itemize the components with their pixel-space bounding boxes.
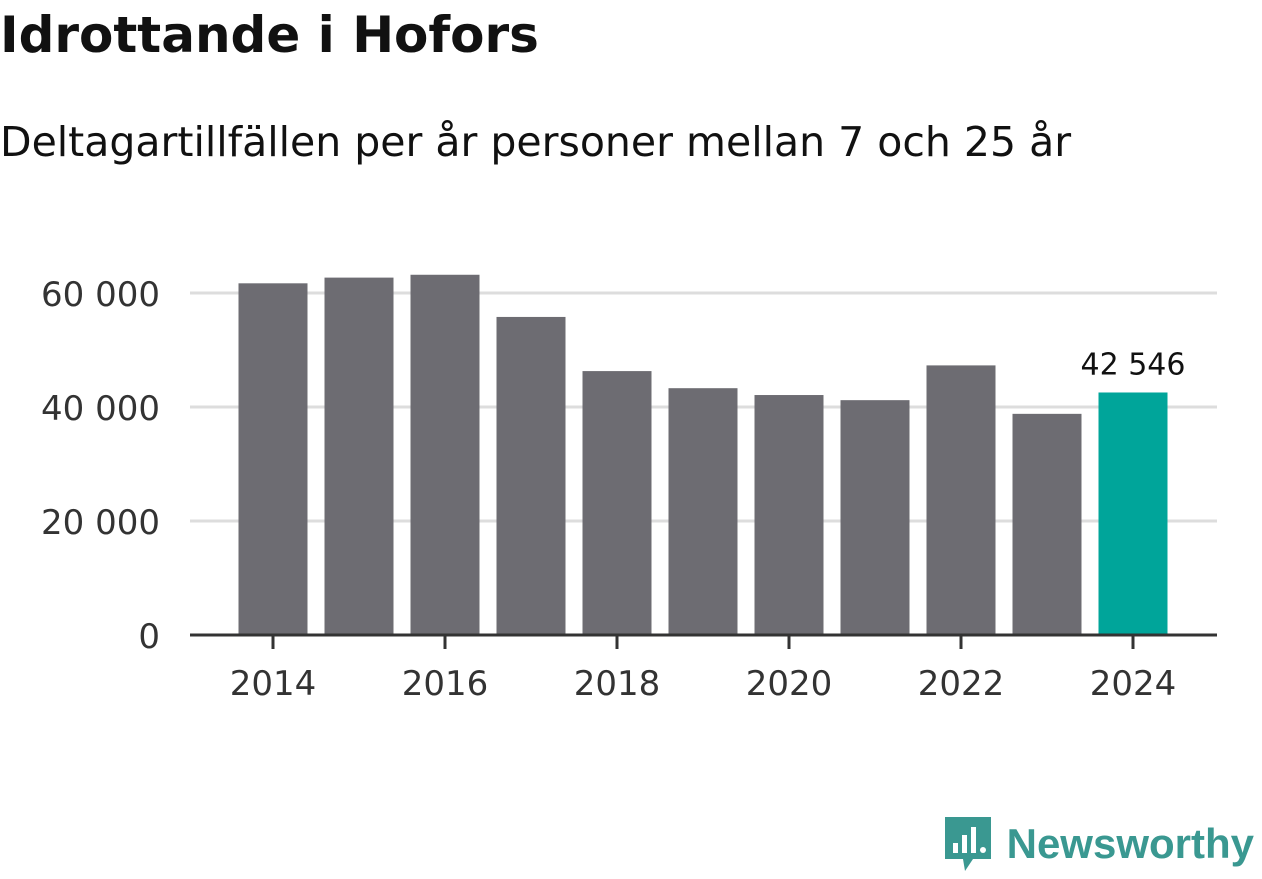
- x-tick-label: 2018: [574, 664, 661, 704]
- data-label: 42 546: [1081, 347, 1186, 382]
- brand-name: Newsworthy: [1006, 820, 1254, 867]
- x-tick-label: 2022: [918, 664, 1005, 704]
- newsworthy-logo: Newsworthy: [943, 815, 1254, 873]
- bars: [238, 274, 1168, 635]
- chart-title: Idrottande i Hofors: [0, 6, 539, 64]
- axes: [190, 633, 1217, 649]
- y-tick-label: 60 000: [41, 275, 160, 315]
- labels: 0 20 000 40 000 60 000 2014 2016 2018 2020 2022 2…: [41, 275, 1185, 704]
- bar-2014: [238, 283, 308, 635]
- bar-2015: [324, 277, 394, 635]
- newsworthy-logo-icon: [944, 817, 991, 871]
- y-tick-label: 40 000: [41, 389, 160, 429]
- x-tick-label: 2014: [230, 664, 317, 704]
- x-tick-label: 2020: [746, 664, 833, 704]
- bar-2019: [668, 388, 738, 635]
- bar-2024: [1098, 392, 1168, 635]
- bar-2021: [840, 400, 910, 635]
- x-tick-label: 2024: [1090, 664, 1177, 704]
- chart-subtitle: Deltagartillfällen per år personer mella…: [0, 118, 1072, 166]
- bar-2023: [1012, 413, 1082, 635]
- bar-2022: [926, 365, 996, 635]
- y-tick-label: 20 000: [41, 503, 160, 543]
- bar-2017: [496, 316, 566, 635]
- y-tick-label: 0: [138, 617, 160, 657]
- bar-2020: [754, 395, 824, 635]
- bar-2018: [582, 371, 652, 635]
- bar-2016: [410, 274, 480, 635]
- x-tick-label: 2016: [402, 664, 489, 704]
